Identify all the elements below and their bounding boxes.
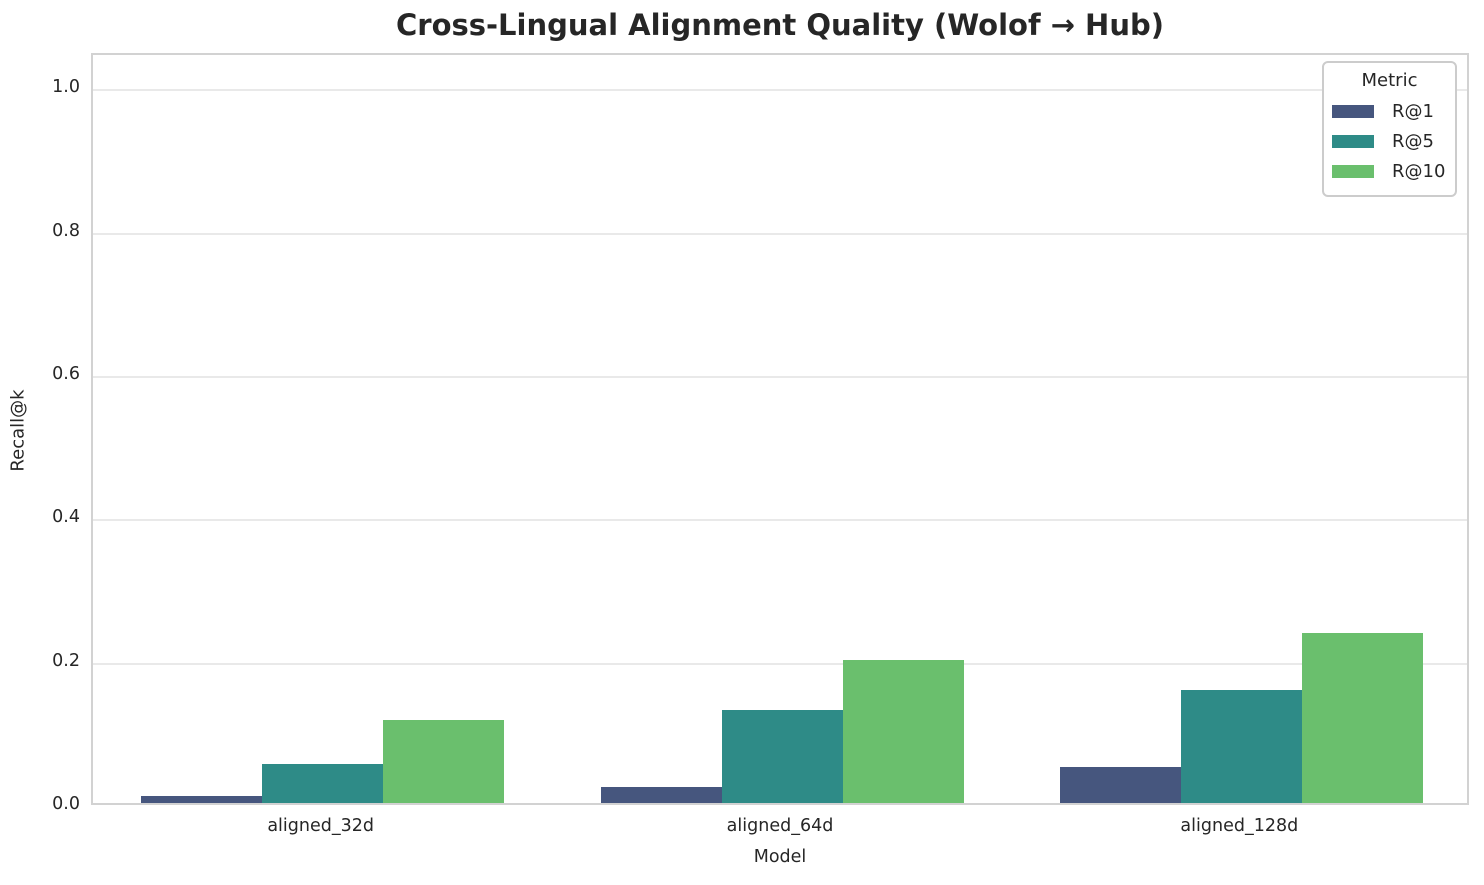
x-axis-label: Model (753, 847, 807, 867)
legend-label-R@1: R@1 (1392, 100, 1434, 122)
legend-swatch-R@1 (1332, 104, 1374, 118)
xtick-label-aligned_32d: aligned_32d (267, 816, 374, 836)
legend-swatch-R@5 (1332, 134, 1374, 148)
bar-aligned_64d-R@1 (600, 787, 722, 803)
bar-aligned_32d-R@1 (141, 795, 263, 803)
gridline-0.2 (93, 662, 1467, 665)
legend-title: Metric (1361, 70, 1418, 91)
plot-area (91, 53, 1469, 805)
bar-aligned_128d-R@5 (1180, 689, 1302, 803)
legend-row-R@5: R@5 (1324, 126, 1455, 156)
legend-label-R@5: R@5 (1392, 130, 1434, 152)
bar-aligned_128d-R@10 (1301, 632, 1423, 803)
legend-swatch-R@10 (1332, 164, 1374, 178)
ytick-label-0.2: 0.2 (52, 650, 80, 671)
bar-aligned_64d-R@10 (842, 660, 964, 803)
gridline-0.8 (93, 232, 1467, 235)
ytick-label-0.4: 0.4 (52, 507, 80, 528)
legend-items: R@1 R@5 R@10 (1324, 96, 1455, 186)
xtick-label-aligned_64d: aligned_64d (726, 816, 834, 836)
gridline-0.4 (93, 519, 1467, 522)
ytick-label-0.8: 0.8 (52, 220, 80, 241)
ytick-label-0.0: 0.0 (52, 794, 80, 814)
xtick-label-aligned_128d: aligned_128d (1180, 816, 1299, 836)
ytick-label-0.6: 0.6 (52, 363, 80, 384)
bar-aligned_128d-R@1 (1059, 767, 1181, 803)
y-axis-label: Recall@k (7, 389, 29, 472)
legend: Metric R@1 R@5 R@10 (1322, 61, 1457, 197)
bar-aligned_64d-R@5 (721, 709, 843, 803)
ytick-label-1.0: 1.0 (52, 77, 80, 98)
legend-label-R@10: R@10 (1392, 160, 1446, 182)
legend-row-R@10: R@10 (1324, 156, 1455, 186)
chart-title: Cross-Lingual Alignment Quality (Wolof →… (395, 8, 1164, 42)
bar-aligned_32d-R@5 (262, 764, 384, 803)
bar-aligned_32d-R@10 (383, 719, 505, 803)
gridline-1.0 (93, 89, 1467, 92)
gridline-0.6 (93, 375, 1467, 378)
legend-row-R@1: R@1 (1324, 96, 1455, 126)
